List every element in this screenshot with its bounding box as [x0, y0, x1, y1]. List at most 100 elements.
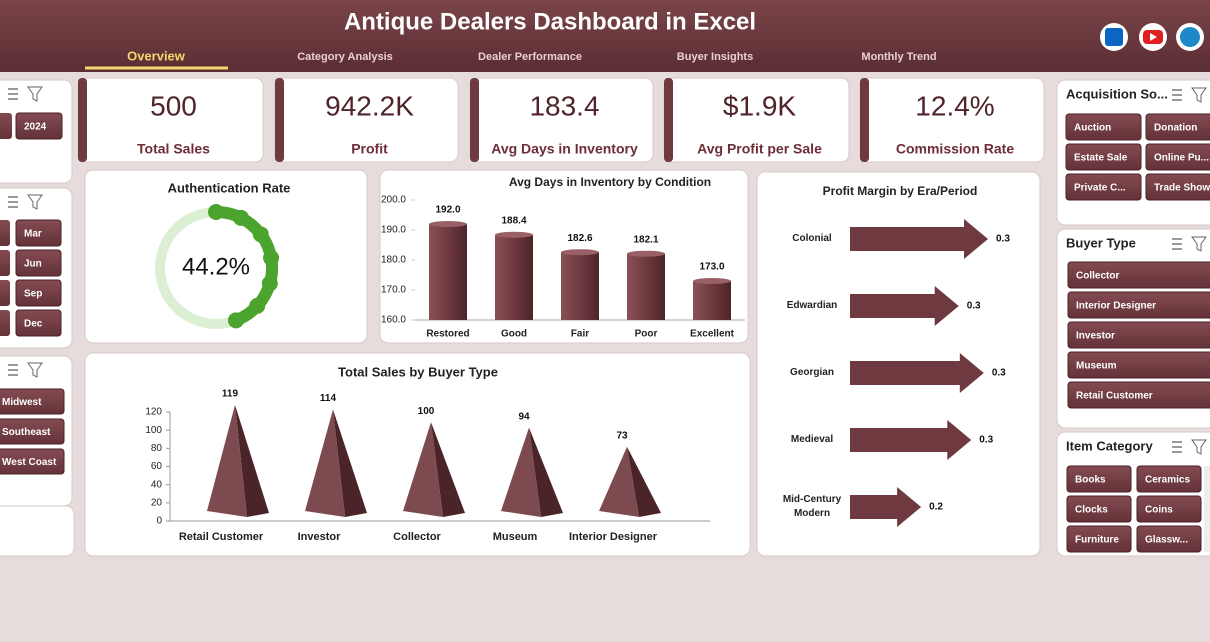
slicer-button[interactable]	[1066, 465, 1132, 493]
donut-knob	[208, 204, 224, 220]
bar	[627, 253, 665, 320]
kpi-value: 500	[150, 90, 197, 121]
cone	[305, 409, 345, 517]
x-tick-label: Excellent	[690, 329, 735, 340]
chart-title: Total Sales by Buyer Type	[338, 364, 498, 379]
slicer-button-label: Furniture	[1075, 535, 1119, 546]
month-button[interactable]	[15, 219, 62, 247]
slicer-button[interactable]	[1065, 113, 1142, 141]
month-button[interactable]	[15, 279, 62, 307]
bar-top	[495, 231, 533, 238]
bar	[693, 281, 731, 320]
value-label: 100	[418, 406, 435, 417]
slicer-button[interactable]	[1066, 525, 1132, 553]
slicer-button[interactable]	[1065, 143, 1142, 171]
cut-button[interactable]	[0, 280, 10, 306]
region-button[interactable]	[0, 388, 65, 415]
kpi-accent	[470, 78, 479, 162]
year-button[interactable]	[15, 112, 63, 140]
y-tick-label: 190.0	[381, 225, 406, 236]
region-button[interactable]	[0, 448, 65, 475]
slicer-button-label: Retail Customer	[1076, 391, 1153, 402]
arrow-bar	[850, 420, 972, 460]
clear-filter-icon[interactable]	[27, 362, 43, 378]
month-button[interactable]	[15, 249, 62, 277]
slicer-button-label: Collector	[1076, 271, 1119, 282]
region-button[interactable]	[0, 418, 65, 445]
value-label: 0.3	[996, 234, 1010, 245]
cut-button[interactable]	[0, 220, 10, 246]
slicer-button-label: Online Pu...	[1154, 153, 1209, 164]
slicer-button[interactable]	[1136, 525, 1202, 553]
chart-title: Avg Days in Inventory by Condition	[509, 175, 711, 189]
kpi-label: Avg Profit per Sale	[697, 141, 822, 157]
y-tick-label: 60	[151, 461, 163, 472]
region-button-label: West Coast	[2, 457, 57, 468]
bar	[429, 224, 467, 320]
value-label: 114	[320, 393, 337, 404]
slicer-button-label: Estate Sale	[1074, 153, 1128, 164]
x-tick-label: Good	[501, 329, 527, 340]
donut-label: 44.2%	[182, 253, 250, 280]
scrollbar	[1204, 466, 1210, 552]
y-tick-label: 20	[151, 497, 163, 508]
slicer-button-label: Trade Show	[1154, 183, 1210, 194]
x-tick-label: Investor	[298, 531, 342, 543]
cone	[599, 446, 639, 517]
slicer-button[interactable]	[1065, 173, 1142, 201]
nav-tab: Overview	[127, 48, 186, 63]
kpi-label: Avg Days in Inventory	[491, 141, 638, 157]
slicer-title: Buyer Type	[1066, 235, 1136, 250]
value-label: 73	[616, 430, 628, 441]
value-label: 119	[222, 389, 239, 400]
bar-top	[627, 250, 665, 257]
slicer-button[interactable]	[1067, 381, 1210, 409]
x-tick-label: Poor	[635, 329, 658, 340]
slicer-button-label: Books	[1075, 475, 1106, 486]
slicer-button[interactable]	[1067, 321, 1210, 349]
slicer-button[interactable]	[1136, 495, 1202, 523]
cut-button[interactable]	[0, 250, 10, 276]
chart-card	[84, 169, 368, 344]
nav-tab: Buyer Insights	[677, 51, 753, 63]
kpi-accent	[78, 78, 87, 162]
cut-button[interactable]	[0, 310, 10, 336]
slicer-button-label: Investor	[1076, 331, 1115, 342]
cut-button[interactable]	[0, 113, 12, 139]
clear-filter-icon[interactable]	[1191, 87, 1207, 103]
youtube-play	[1150, 33, 1157, 41]
bar	[561, 252, 599, 320]
month-button-label: Sep	[24, 289, 42, 300]
slicer-button[interactable]	[1136, 465, 1202, 493]
slicer-button[interactable]	[1066, 495, 1132, 523]
value-label: 0.3	[979, 435, 993, 446]
month-button[interactable]	[15, 309, 62, 337]
clear-filter-icon[interactable]	[27, 86, 43, 102]
x-tick-label: Museum	[493, 531, 538, 543]
slicer-button[interactable]	[1145, 113, 1210, 141]
slicer-button[interactable]	[1067, 261, 1210, 289]
slicer-button-label: Museum	[1076, 361, 1117, 372]
nav-tab: Monthly Trend	[861, 51, 936, 63]
clear-filter-icon[interactable]	[27, 194, 43, 210]
clear-filter-icon[interactable]	[1191, 236, 1207, 252]
kpi-label: Profit	[351, 141, 388, 157]
slicer-button[interactable]	[1067, 291, 1210, 319]
arrow-bar	[850, 219, 988, 259]
y-tick-label: 160.0	[381, 315, 406, 326]
kpi-accent	[275, 78, 284, 162]
y-tick-label: 0	[156, 516, 162, 527]
cone	[207, 404, 247, 517]
slicer-button[interactable]	[1145, 143, 1210, 171]
kpi-accent	[664, 78, 673, 162]
slicer-button[interactable]	[1145, 173, 1210, 201]
year-button-label: 2024	[24, 122, 47, 133]
cone-shadow	[627, 446, 661, 517]
bar-top	[693, 278, 731, 284]
right-slicer-panel	[1056, 431, 1210, 557]
slicer-button[interactable]	[1067, 351, 1210, 379]
month-button-label: Mar	[24, 229, 42, 240]
clear-filter-icon[interactable]	[1191, 439, 1207, 455]
x-tick-label: Interior Designer	[569, 531, 658, 543]
